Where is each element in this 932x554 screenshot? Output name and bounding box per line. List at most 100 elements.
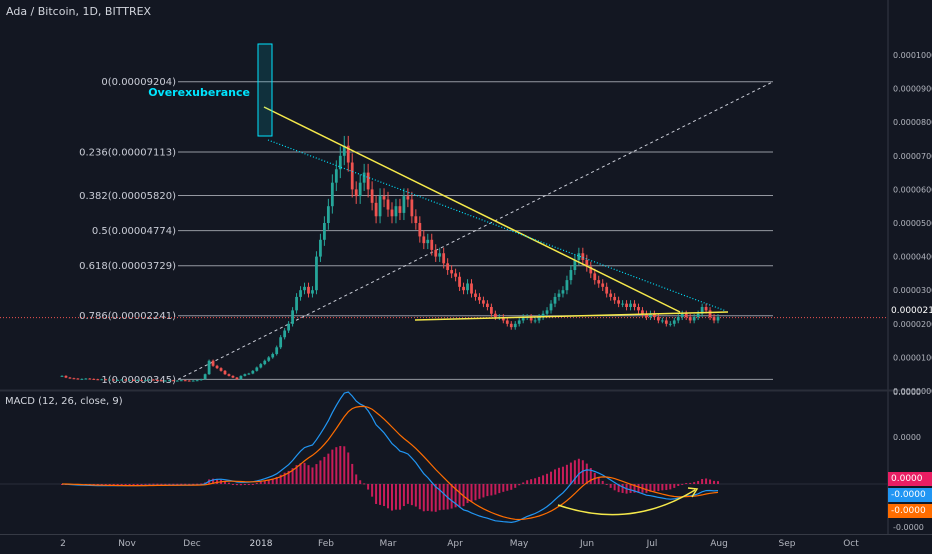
macd-histogram-bar bbox=[482, 484, 485, 498]
macd-histogram-bar bbox=[657, 484, 660, 491]
macd-signal-line bbox=[62, 405, 719, 521]
candle-body bbox=[414, 216, 418, 223]
macd-histogram-bar bbox=[156, 483, 159, 485]
candle-body bbox=[529, 317, 533, 321]
candle-body bbox=[84, 378, 88, 380]
macd-histogram-tag: 0.0000 bbox=[888, 472, 932, 486]
macd-signal-tag: -0.0000 bbox=[888, 504, 932, 518]
macd-histogram-bar bbox=[701, 479, 704, 484]
candle-body bbox=[271, 354, 275, 358]
price-axis-label: 0.00006000 bbox=[893, 185, 932, 194]
macd-histogram-bar bbox=[530, 479, 533, 484]
candle-body bbox=[311, 290, 314, 294]
candle-body bbox=[323, 223, 326, 240]
candle-body bbox=[283, 330, 287, 338]
candle-body bbox=[561, 290, 565, 294]
macd-histogram-bar bbox=[629, 484, 632, 493]
macd-histogram-bar bbox=[180, 483, 183, 485]
macd-histogram-bar bbox=[235, 484, 238, 486]
candle-body bbox=[601, 283, 605, 287]
macd-histogram-bar bbox=[410, 484, 413, 506]
time-axis-label: Aug bbox=[710, 539, 728, 549]
candle-body bbox=[704, 307, 708, 311]
price-axis-label: 0.00003000 bbox=[893, 286, 932, 295]
candle-body bbox=[108, 379, 112, 381]
candle-body bbox=[482, 300, 485, 304]
candle-body bbox=[478, 296, 481, 301]
candle-body bbox=[513, 323, 517, 328]
candle-body bbox=[712, 317, 716, 321]
candle-body bbox=[179, 380, 183, 382]
candle-body bbox=[664, 320, 668, 324]
macd-histogram-bar bbox=[709, 479, 712, 484]
candle-body bbox=[287, 323, 291, 331]
candle-body bbox=[219, 368, 223, 371]
time-axis-label: Jun bbox=[579, 539, 594, 549]
candle-body bbox=[394, 206, 398, 217]
macd-histogram-bar bbox=[335, 447, 338, 484]
candle-body bbox=[195, 380, 199, 382]
candle-body bbox=[358, 182, 362, 197]
candle-body bbox=[517, 320, 521, 324]
support-trendline bbox=[414, 311, 729, 321]
macd-histogram-bar bbox=[713, 480, 716, 484]
macd-histogram-bar bbox=[359, 480, 362, 484]
candle-body bbox=[330, 182, 334, 207]
candle-body bbox=[319, 239, 322, 257]
candle-body bbox=[211, 360, 215, 366]
macd-histogram-bar bbox=[661, 484, 664, 491]
candle-body bbox=[446, 263, 450, 271]
macd-histogram-bar bbox=[176, 483, 179, 485]
macd-histogram-bar bbox=[212, 478, 215, 484]
macd-histogram-bar bbox=[315, 464, 318, 484]
macd-histogram-bar bbox=[355, 474, 358, 484]
macd-histogram-bar bbox=[534, 478, 537, 484]
price-axis-label: 0.00005000 bbox=[893, 219, 932, 228]
macd-histogram-bar bbox=[323, 456, 326, 484]
macd-histogram-bar bbox=[303, 462, 306, 484]
macd-histogram-bar bbox=[669, 484, 672, 490]
candle-body bbox=[207, 360, 211, 375]
macd-histogram-bar bbox=[112, 484, 115, 485]
candle-body bbox=[653, 313, 656, 318]
candle-body bbox=[342, 145, 346, 156]
macd-histogram-bar bbox=[565, 464, 568, 484]
macd-histogram-bar bbox=[554, 469, 556, 484]
candle-body bbox=[350, 162, 354, 190]
macd-histogram-bar bbox=[462, 484, 465, 507]
candle-body bbox=[621, 303, 624, 305]
macd-histogram-bar bbox=[251, 483, 254, 485]
macd-histogram-bar bbox=[140, 483, 143, 485]
candle-body bbox=[175, 380, 179, 382]
candle-body bbox=[426, 239, 430, 244]
candle-body bbox=[199, 379, 203, 381]
macd-histogram-bar bbox=[239, 484, 242, 486]
candle-body bbox=[100, 379, 104, 381]
macd-histogram-bar bbox=[168, 483, 171, 485]
macd-histogram-bar bbox=[343, 446, 346, 484]
macd-histogram-bar bbox=[458, 484, 461, 508]
candle-body bbox=[144, 379, 147, 381]
candle-body bbox=[458, 276, 461, 287]
macd-histogram-bar bbox=[585, 463, 588, 484]
macd-histogram-bar bbox=[124, 484, 127, 485]
price-axis-label: 0.00000000 bbox=[893, 387, 932, 396]
candle-body bbox=[247, 373, 251, 375]
price-axis-label: 0.00001000 bbox=[893, 353, 932, 362]
macd-histogram-bar bbox=[510, 484, 513, 490]
candle-body bbox=[303, 286, 306, 291]
macd-histogram-bar bbox=[283, 472, 286, 484]
candle-body bbox=[692, 317, 696, 321]
candle-body bbox=[223, 370, 227, 375]
candle-body bbox=[641, 310, 644, 314]
candle-body bbox=[700, 307, 704, 314]
chart-title: Ada / Bitcoin, 1D, BITTREX bbox=[6, 5, 152, 18]
candle-body bbox=[466, 283, 469, 291]
macd-histogram-bar bbox=[522, 482, 525, 484]
candle-body bbox=[605, 286, 609, 294]
candle-body bbox=[370, 189, 374, 203]
candle-body bbox=[609, 293, 613, 297]
macd-histogram-bar bbox=[259, 481, 262, 484]
